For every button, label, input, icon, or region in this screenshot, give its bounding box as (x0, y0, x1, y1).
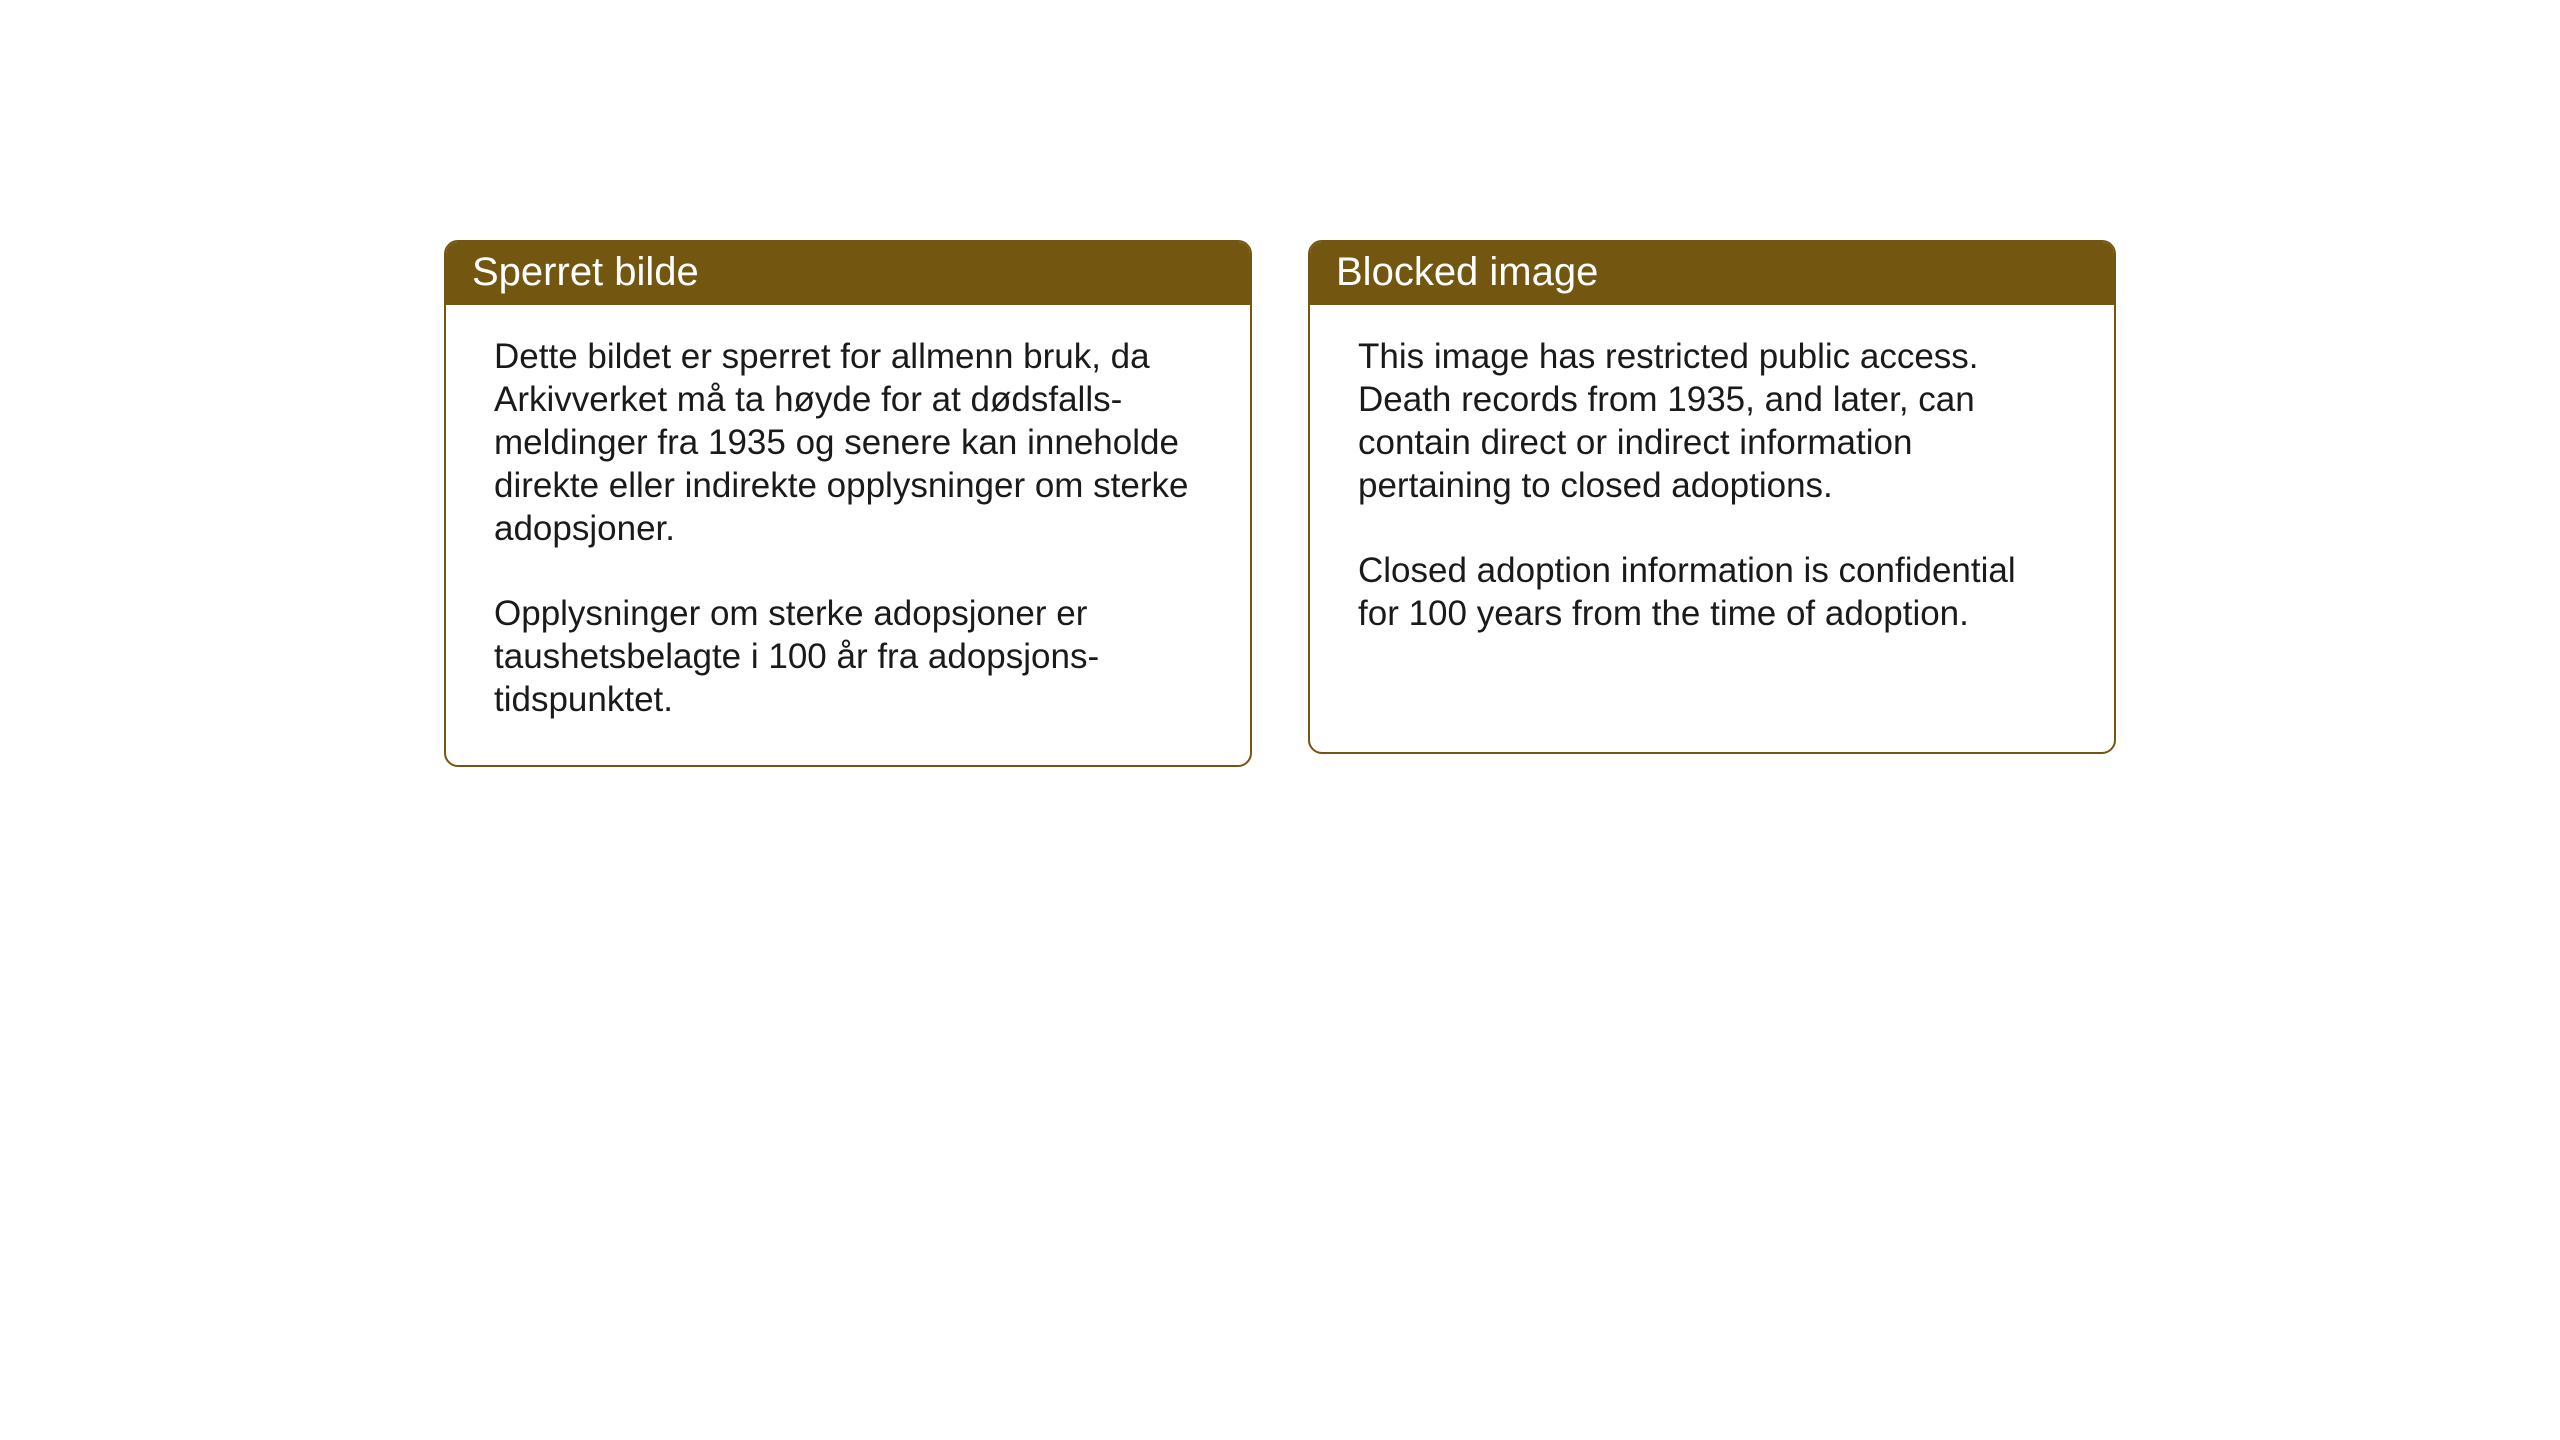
card-body-english: This image has restricted public access.… (1310, 305, 2114, 679)
notice-card-norwegian: Sperret bilde Dette bildet er sperret fo… (444, 240, 1252, 767)
card-header-norwegian: Sperret bilde (446, 242, 1250, 305)
card-header-english: Blocked image (1310, 242, 2114, 305)
card-paragraph-1-english: This image has restricted public access.… (1358, 335, 2066, 507)
card-body-norwegian: Dette bildet er sperret for allmenn bruk… (446, 305, 1250, 765)
card-paragraph-2-norwegian: Opplysninger om sterke adopsjoner er tau… (494, 592, 1202, 721)
card-paragraph-1-norwegian: Dette bildet er sperret for allmenn bruk… (494, 335, 1202, 550)
notice-card-english: Blocked image This image has restricted … (1308, 240, 2116, 754)
notice-container: Sperret bilde Dette bildet er sperret fo… (444, 240, 2116, 767)
card-title-english: Blocked image (1336, 250, 1598, 294)
card-title-norwegian: Sperret bilde (472, 250, 699, 294)
card-paragraph-2-english: Closed adoption information is confident… (1358, 549, 2066, 635)
